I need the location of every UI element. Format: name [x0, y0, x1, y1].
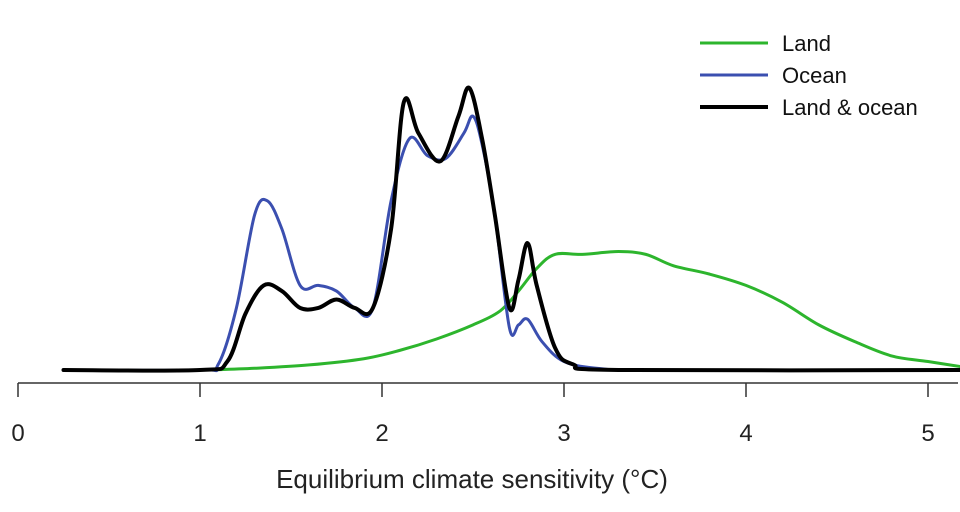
x-axis: 0 1 2 3 4 5: [11, 382, 958, 447]
plot-lines: [61, 85, 960, 373]
x-tick-label: 2: [375, 420, 388, 447]
legend-label: Ocean: [782, 63, 847, 88]
legend-label: Land: [782, 31, 831, 56]
x-tick-label: 1: [193, 420, 206, 447]
series-line-ocean: [62, 114, 960, 373]
series-line-land-ocean: [61, 85, 960, 373]
x-axis-title: Equilibrium climate sensitivity (°C): [276, 464, 668, 494]
x-tick-label: 0: [11, 420, 24, 447]
x-tick-label: 4: [739, 420, 752, 447]
legend: Land Ocean Land & ocean: [700, 31, 918, 120]
x-tick-label: 3: [557, 420, 570, 447]
x-tick-label: 5: [921, 420, 934, 447]
series-line-land: [207, 250, 960, 372]
legend-label: Land & ocean: [782, 95, 918, 120]
